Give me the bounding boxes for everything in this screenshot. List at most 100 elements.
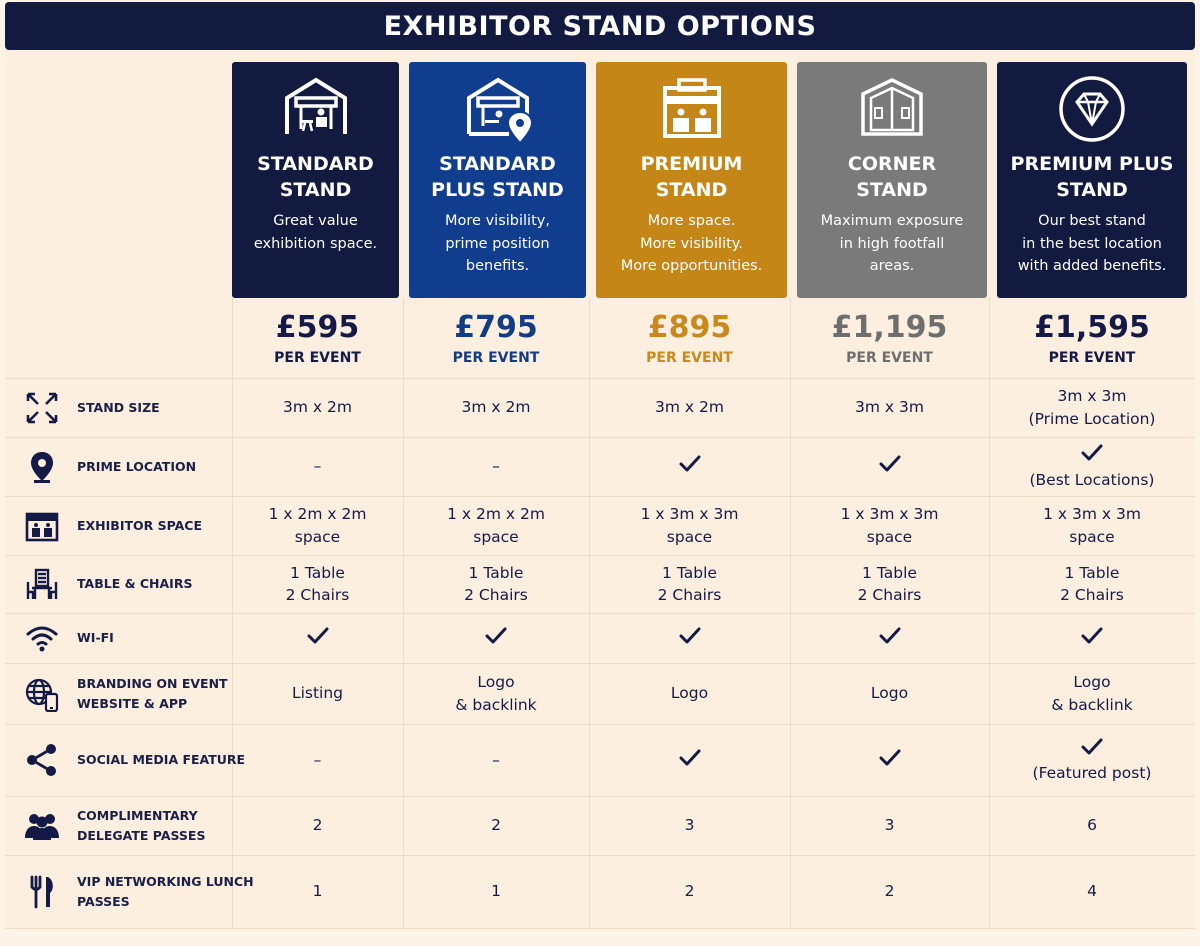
stand-title: STANDARD PLUS STAND (431, 153, 564, 201)
feature-value-text: Logo (670, 684, 709, 703)
feature-value: 3m x 2m (589, 378, 790, 437)
feature-value-text: – (492, 457, 500, 476)
people-icon (24, 808, 60, 844)
feature-label: WI-FI (77, 630, 114, 645)
feature-value: Logo (790, 663, 989, 724)
feature-value (589, 613, 790, 663)
checkmark-icon (679, 747, 701, 774)
feature-value-text: 1 Table 2 Chairs (285, 563, 350, 605)
feature-value-text: 6 (1087, 816, 1097, 835)
checkmark-icon (485, 625, 507, 652)
feature-value: 1 Table 2 Chairs (989, 555, 1195, 613)
stand-location-icon (463, 74, 533, 145)
row-divider (5, 555, 1195, 556)
price-period: PER EVENT (1048, 350, 1136, 366)
corner-room-icon (857, 74, 927, 144)
feature-note: (Best Locations) (1029, 470, 1155, 489)
feature-value-text: 2 (884, 882, 895, 901)
feature-value-text: 1 x 2m x 2m space (447, 505, 545, 546)
feature-value-text: 3 (884, 816, 895, 835)
feature-value: 1 x 2m x 2m space (232, 496, 403, 555)
column-divider (589, 298, 590, 928)
feature-value-text: 1 Table 2 Chairs (464, 563, 528, 605)
feature-value-text: 2 (312, 816, 323, 835)
feature-value-text: 3m x 2m (283, 398, 352, 417)
stand-card: PREMIUM PLUS STAND Our best stand in the … (997, 62, 1187, 298)
feature-label: EXHIBITOR SPACE (77, 517, 202, 533)
stand-booth-icon (281, 74, 351, 144)
column-divider (403, 298, 404, 928)
feature-value-text: 1 x 3m x 3m space (640, 505, 739, 546)
row-divider (5, 855, 1195, 856)
row-divider (5, 437, 1195, 438)
feature-value: 3 (589, 796, 790, 855)
feature-value-text: Logo & backlink (455, 673, 537, 714)
stand-price: £1,195 (831, 310, 948, 345)
row-divider (5, 378, 1195, 379)
feature-value: 2 (403, 796, 589, 855)
feature-value: 1 x 3m x 3m space (589, 496, 790, 555)
expand-arrows-icon (24, 390, 60, 426)
feature-value: 3m x 3m (Prime Location) (989, 378, 1195, 437)
price-period: PER EVENT (274, 350, 361, 366)
feature-value: 3 (790, 796, 989, 855)
column-divider (790, 298, 791, 928)
feature-value: (Featured post) (989, 724, 1195, 796)
feature-value: 3m x 3m (790, 378, 989, 437)
feature-value: 1 x 2m x 2m space (403, 496, 589, 555)
feature-value-text: 2 (684, 882, 695, 901)
feature-value: 1 Table 2 Chairs (403, 555, 589, 613)
feature-value: Logo & backlink (403, 663, 589, 724)
feature-value-text: 1 x 2m x 2m space (268, 505, 367, 546)
stand-price-block: £595 PER EVENT (232, 308, 403, 368)
stand-description: Maximum exposure in high footfall areas. (820, 213, 964, 274)
feature-value-text: Logo & backlink (1051, 673, 1133, 714)
row-divider (5, 796, 1195, 797)
feature-value-text: 3m x 3m (855, 398, 924, 417)
feature-value: 4 (989, 855, 1195, 928)
stand-title: PREMIUM PLUS STAND (1010, 153, 1174, 201)
stand-price: £595 (275, 310, 360, 345)
feature-value: (Best Locations) (989, 437, 1195, 496)
feature-value-text: – (313, 457, 322, 476)
feature-value: 1 x 3m x 3m space (790, 496, 989, 555)
feature-value-text: Logo (870, 684, 909, 703)
feature-value: 1 x 3m x 3m space (989, 496, 1195, 555)
stand-card: STANDARD PLUS STAND More visibility, prim… (409, 62, 586, 298)
page-title: EXHIBITOR STAND OPTIONS (383, 10, 817, 42)
feature-label: SOCIAL MEDIA FEATURE (77, 752, 246, 767)
feature-note: (Featured post) (1032, 764, 1152, 782)
row-divider (5, 724, 1195, 725)
stand-description: More visibility, prime position benefits… (445, 213, 550, 274)
fork-knife-icon (24, 874, 60, 910)
row-divider (5, 613, 1195, 614)
feature-value (790, 437, 989, 496)
table-chairs-icon (24, 566, 60, 602)
title-banner: EXHIBITOR STAND OPTIONS (5, 2, 1195, 50)
feature-value: Logo (589, 663, 790, 724)
checkmark-icon (879, 453, 901, 480)
feature-value: Logo & backlink (989, 663, 1195, 724)
feature-value-text: 1 x 3m x 3m space (1043, 505, 1141, 546)
checkmark-icon (307, 625, 329, 652)
column-divider (232, 298, 233, 928)
stand-title: STANDARD STAND (257, 153, 374, 201)
feature-value: 1 (403, 855, 589, 928)
location-pin-icon (24, 449, 60, 485)
feature-value: 2 (589, 855, 790, 928)
stand-price-block: £1,195 PER EVENT (790, 308, 989, 368)
feature-label: STAND SIZE (77, 399, 160, 415)
price-period: PER EVENT (452, 350, 540, 366)
globe-phone-icon (24, 676, 60, 712)
stand-price-block: £1,595 PER EVENT (989, 308, 1195, 368)
feature-value (790, 724, 989, 796)
booth-icon (24, 508, 60, 544)
feature-value-text: 1 Table 2 Chairs (857, 563, 922, 605)
share-icon (24, 742, 60, 778)
feature-label: BRANDING ON EVENT WEBSITE & APP (77, 675, 228, 711)
feature-value (403, 613, 589, 663)
feature-value: 3m x 2m (403, 378, 589, 437)
feature-value: – (403, 437, 589, 496)
feature-value: – (232, 724, 403, 796)
